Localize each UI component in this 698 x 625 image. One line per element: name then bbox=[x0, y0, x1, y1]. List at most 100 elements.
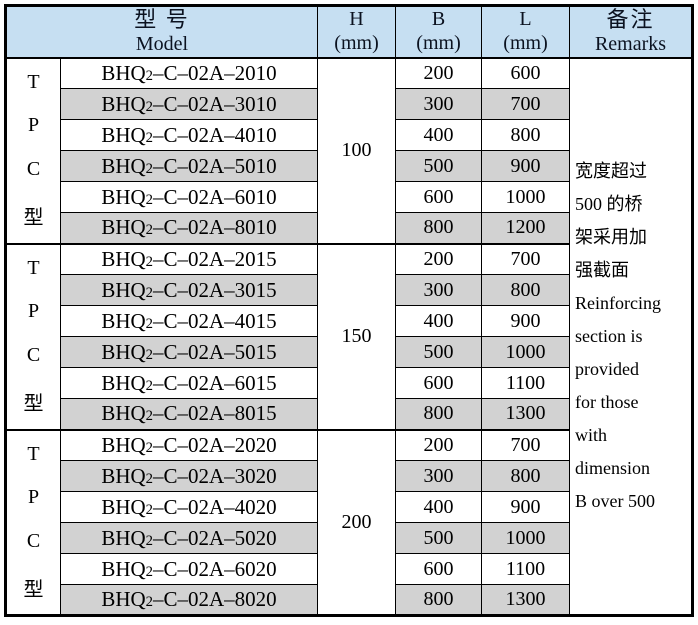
header-b-unit: (mm) bbox=[416, 31, 461, 54]
table-row: BHQ2–C–02A–5020 500 1000 bbox=[6, 522, 693, 555]
model-subscript: 2 bbox=[145, 315, 153, 332]
model-cell: BHQ2–C–02A–2020 bbox=[59, 428, 319, 462]
table-row: BHQ2–C–02A–8020 800 1300 bbox=[6, 584, 693, 617]
header-b: B (mm) bbox=[395, 4, 483, 59]
series-letter: 型 bbox=[23, 393, 44, 416]
model-suffix: –C–02A–4020 bbox=[153, 494, 277, 519]
series-label-cell: T P C 型 bbox=[5, 428, 61, 617]
model-subscript: 2 bbox=[145, 129, 153, 146]
model-cell: BHQ2–C–02A–4010 bbox=[59, 119, 319, 152]
model-cell: BHQ2–C–02A–3020 bbox=[59, 460, 319, 493]
table-row: BHQ2–C–02A–3020 300 800 bbox=[6, 460, 693, 493]
model-prefix: BHQ bbox=[101, 122, 146, 147]
model-cell: BHQ2–C–02A–6010 bbox=[59, 181, 319, 214]
table-row: BHQ2–C–02A–4020 400 900 bbox=[6, 491, 693, 524]
model-suffix: –C–02A–8020 bbox=[153, 587, 277, 612]
model-prefix: BHQ bbox=[101, 401, 146, 426]
model-prefix: BHQ bbox=[101, 308, 146, 333]
series-label-stack: T P C 型 bbox=[7, 432, 60, 612]
header-h: H (mm) bbox=[317, 4, 397, 59]
b-value-cell: 500 bbox=[395, 336, 483, 369]
model-prefix: BHQ bbox=[101, 370, 146, 395]
header-h-unit: (mm) bbox=[334, 31, 379, 54]
model-suffix: –C–02A–8010 bbox=[153, 215, 277, 240]
table-row: BHQ2–C–02A–8010 800 1200 bbox=[6, 212, 693, 245]
series-label-stack: T P C 型 bbox=[7, 247, 60, 427]
model-prefix: BHQ bbox=[101, 432, 146, 457]
model-cell: BHQ2–C–02A–8015 bbox=[59, 398, 319, 431]
header-l-label: L bbox=[519, 8, 532, 31]
b-value-cell: 200 bbox=[395, 428, 483, 462]
model-subscript: 2 bbox=[145, 346, 153, 363]
l-value-cell: 700 bbox=[481, 88, 571, 121]
table-row: BHQ2–C–02A–6010 600 1000 bbox=[6, 181, 693, 214]
model-suffix: –C–02A–3020 bbox=[153, 463, 277, 488]
b-value-cell: 600 bbox=[395, 181, 483, 214]
model-cell: BHQ2–C–02A–6020 bbox=[59, 553, 319, 586]
series-letter: 型 bbox=[23, 207, 44, 230]
header-l-unit: (mm) bbox=[503, 31, 548, 54]
b-value-cell: 500 bbox=[395, 522, 483, 555]
table-row: BHQ2–C–02A–4010 400 800 bbox=[6, 119, 693, 152]
series-label-stack: T P C 型 bbox=[7, 61, 60, 241]
b-value-cell: 800 bbox=[395, 584, 483, 617]
series-letter: T bbox=[27, 70, 40, 93]
model-prefix: BHQ bbox=[101, 463, 146, 488]
b-value-cell: 300 bbox=[395, 460, 483, 493]
model-cell: BHQ2–C–02A–2010 bbox=[59, 57, 319, 90]
b-value-cell: 200 bbox=[395, 57, 483, 90]
series-letter: C bbox=[26, 529, 41, 552]
l-value-cell: 1000 bbox=[481, 336, 571, 369]
model-suffix: –C–02A–5010 bbox=[153, 153, 277, 178]
model-prefix: BHQ bbox=[101, 494, 146, 519]
model-subscript: 2 bbox=[145, 563, 153, 580]
b-value-cell: 400 bbox=[395, 305, 483, 338]
table-header: 型 号 Model H (mm) B (mm) L (mm) 备注 Remark… bbox=[4, 4, 693, 59]
header-remarks-en: Remarks bbox=[594, 32, 667, 55]
model-cell: BHQ2–C–02A–5020 bbox=[59, 522, 319, 555]
l-value-cell: 1100 bbox=[481, 553, 571, 586]
model-prefix: BHQ bbox=[101, 91, 146, 116]
series-label-cell: T P C 型 bbox=[5, 242, 61, 431]
model-suffix: –C–02A–6015 bbox=[153, 370, 277, 395]
model-prefix: BHQ bbox=[101, 153, 146, 178]
model-subscript: 2 bbox=[145, 191, 153, 208]
model-subscript: 2 bbox=[145, 408, 153, 425]
header-l: L (mm) bbox=[481, 4, 571, 59]
model-suffix: –C–02A–3010 bbox=[153, 91, 277, 116]
l-value-cell: 1300 bbox=[481, 398, 571, 431]
model-subscript: 2 bbox=[145, 253, 153, 270]
series-letter: C bbox=[26, 157, 41, 180]
model-suffix: –C–02A–3015 bbox=[153, 277, 277, 302]
header-remarks: 备注 Remarks bbox=[569, 4, 693, 59]
model-suffix: –C–02A–5015 bbox=[153, 339, 277, 364]
l-value-cell: 700 bbox=[481, 242, 571, 276]
l-value-cell: 800 bbox=[481, 274, 571, 307]
header-model: 型 号 Model bbox=[4, 4, 319, 59]
model-prefix: BHQ bbox=[101, 556, 146, 581]
model-suffix: –C–02A–4015 bbox=[153, 308, 277, 333]
header-model-en: Model bbox=[135, 32, 189, 55]
b-value-cell: 400 bbox=[395, 119, 483, 152]
table-row: BHQ2–C–02A–3010 300 700 bbox=[6, 88, 693, 121]
l-value-cell: 900 bbox=[481, 305, 571, 338]
remarks-cell: 宽度超过 500 的桥 架采用加 强截面 Reinforcing section… bbox=[569, 57, 693, 617]
model-subscript: 2 bbox=[145, 284, 153, 301]
model-subscript: 2 bbox=[145, 377, 153, 394]
model-prefix: BHQ bbox=[101, 339, 146, 364]
header-b-label: B bbox=[431, 8, 446, 31]
model-prefix: BHQ bbox=[101, 184, 146, 209]
model-suffix: –C–02A–5020 bbox=[153, 525, 277, 550]
model-prefix: BHQ bbox=[101, 246, 146, 271]
h-value-cell: 100 bbox=[317, 57, 397, 245]
model-cell: BHQ2–C–02A–2015 bbox=[59, 242, 319, 276]
l-value-cell: 1300 bbox=[481, 584, 571, 617]
l-value-cell: 1200 bbox=[481, 212, 571, 245]
model-suffix: –C–02A–4010 bbox=[153, 122, 277, 147]
table-row: BHQ2–C–02A–6020 600 1100 bbox=[6, 553, 693, 586]
series-letter: P bbox=[27, 486, 40, 509]
series-letter: T bbox=[27, 442, 40, 465]
model-cell: BHQ2–C–02A–4020 bbox=[59, 491, 319, 524]
model-suffix: –C–02A–8015 bbox=[153, 401, 277, 426]
